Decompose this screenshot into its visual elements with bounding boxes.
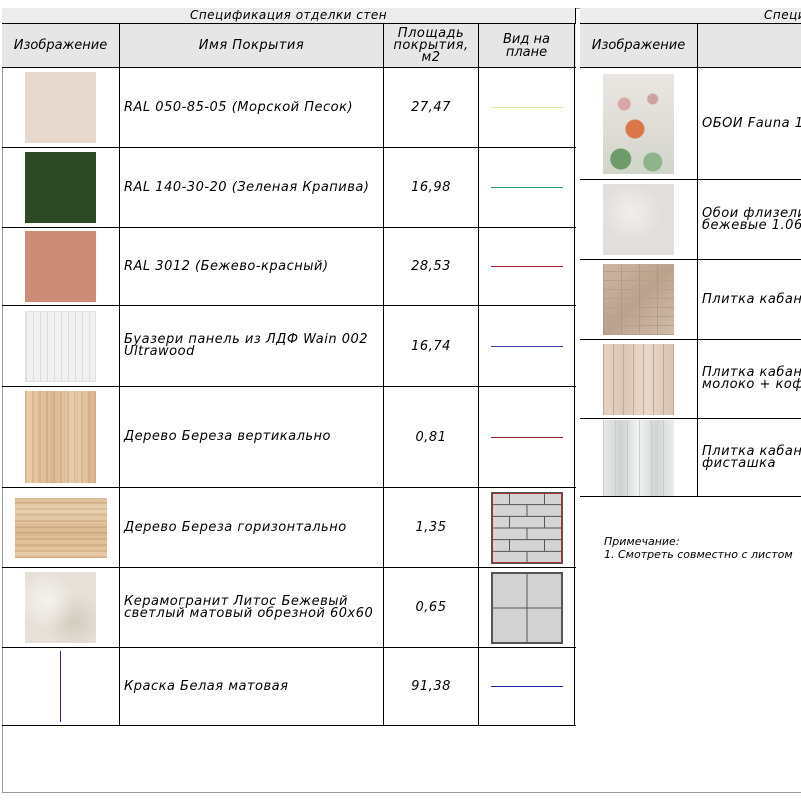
area-cell: 0,65 — [384, 568, 479, 647]
plan-view-cell — [479, 648, 575, 725]
area-cell: 16,74 — [384, 306, 479, 386]
image-cell — [2, 648, 120, 725]
table-row: Плитка кабан молоко + коф — [580, 340, 801, 419]
header-area: Площадь покрытия, м2 — [384, 24, 479, 67]
swatch-white-paint — [60, 651, 61, 722]
table-row: Плитка кабан — [580, 260, 801, 340]
table-header-row: Изображение Имя Покрытия Площадь покрыти… — [2, 24, 576, 68]
image-cell — [580, 68, 698, 179]
wall-finish-spec-table-2: Специ Изображение Им ОБОИ Fauna 1 Обои ф… — [580, 8, 801, 497]
table-row: Буазери панель из ЛДФ Wain 002 Ultrawood… — [2, 306, 576, 387]
header-image: Изображение — [580, 24, 698, 67]
plan-view-cell — [479, 387, 575, 487]
area-cell: 16,98 — [384, 148, 479, 227]
plan-view-cell — [479, 306, 575, 386]
name-line: ОБОИ Fauna 1 — [702, 115, 801, 131]
plan-line-sample — [490, 345, 563, 347]
table-row: RAL 140-30-20 (Зеленая Крапива) 16,98 — [2, 148, 576, 228]
table-title: Спецификация отделки стен — [2, 8, 576, 24]
image-cell — [580, 340, 698, 418]
table-title: Специ — [580, 8, 801, 24]
plan-line-sample — [490, 266, 563, 267]
table-row: Дерево Береза вертикально 0,81 — [2, 387, 576, 488]
name-line: Обои флизели — [702, 205, 801, 221]
image-cell — [2, 68, 120, 147]
table-row: Плитка кабан фисташка — [580, 419, 801, 497]
image-cell — [2, 387, 120, 487]
name-line: бежевые 1.06 — [702, 217, 801, 233]
name-line: Плитка кабан — [702, 443, 801, 459]
name-line: Плитка кабан — [702, 291, 801, 307]
brick-hatch-icon — [490, 491, 563, 564]
image-cell — [580, 180, 698, 259]
tile-kaban-image — [603, 264, 674, 335]
table-row: ОБОИ Fauna 1 — [580, 68, 801, 180]
image-cell — [580, 419, 698, 496]
plan-line-sample — [490, 686, 563, 687]
plan-line-sample — [490, 107, 563, 108]
area-cell: 0,81 — [384, 387, 479, 487]
table-row: RAL 3012 (Бежево-красный) 28,53 — [2, 228, 576, 306]
name-cell: Буазери панель из ЛДФ Wain 002 Ultrawood — [120, 306, 384, 386]
tile-kaban-milk-coffee-image — [603, 343, 674, 415]
plan-view-cell — [479, 568, 575, 647]
table-row: Дерево Береза горизонтально 1,35 — [2, 488, 576, 568]
swatch-sea-sand — [25, 72, 96, 143]
name-cell: Плитка кабан молоко + коф — [698, 340, 801, 418]
header-name: Им — [698, 24, 801, 67]
table-header-row: Изображение Им — [580, 24, 801, 68]
name-cell: Плитка кабан фисташка — [698, 419, 801, 496]
table-row: RAL 050-85-05 (Морской Песок) 27,47 — [2, 68, 576, 148]
swatch-beige-red — [25, 231, 96, 302]
area-cell: 91,38 — [384, 648, 479, 725]
note-line: 1. Смотреть совместно с листом — [604, 548, 793, 561]
name-line: молоко + коф — [702, 377, 801, 392]
name-line: Плитка кабан — [702, 365, 801, 380]
swatch-birch-horizontal — [14, 497, 107, 558]
wallpaper-beige-image — [603, 184, 674, 255]
header-name: Имя Покрытия — [120, 24, 384, 67]
tile-hatch-icon — [490, 571, 563, 644]
note-block: Примечание: 1. Смотреть совместно с лист… — [604, 535, 793, 561]
table-row: Обои флизели бежевые 1.06 — [580, 180, 801, 260]
plan-view-cell — [479, 148, 575, 227]
tile-kaban-pistachio-image — [603, 419, 674, 496]
wall-finish-spec-table: Спецификация отделки стен Изображение Им… — [2, 8, 576, 726]
image-cell — [580, 260, 698, 339]
plan-line-sample — [490, 436, 563, 438]
name-cell: Краска Белая матовая — [120, 648, 384, 725]
name-cell: RAL 3012 (Бежево-красный) — [120, 228, 384, 305]
name-cell: Обои флизели бежевые 1.06 — [698, 180, 801, 259]
name-cell: Дерево Береза вертикально — [120, 387, 384, 487]
plan-view-cell — [479, 488, 575, 567]
plan-view-cell — [479, 228, 575, 305]
area-cell: 1,35 — [384, 488, 479, 567]
table-row: Краска Белая матовая 91,38 — [2, 648, 576, 726]
image-cell — [2, 306, 120, 386]
plan-line-sample — [490, 187, 563, 188]
image-cell — [2, 568, 120, 647]
header-plan-view: Вид на плане — [479, 24, 575, 67]
note-title: Примечание: — [604, 535, 680, 548]
name-cell: RAL 050-85-05 (Морской Песок) — [120, 68, 384, 147]
swatch-birch-vertical — [25, 391, 96, 483]
swatch-porcelain-litos — [25, 572, 96, 643]
wallpaper-fauna-image — [603, 73, 674, 174]
name-cell: Дерево Береза горизонтально — [120, 488, 384, 567]
name-cell: Керамогранит Литос Бежевый светлый матов… — [120, 568, 384, 647]
swatch-green-nettle — [25, 152, 96, 223]
table-row: Керамогранит Литос Бежевый светлый матов… — [2, 568, 576, 648]
swatch-boiserie-panel — [25, 310, 96, 382]
name-cell: Плитка кабан — [698, 260, 801, 339]
name-cell: ОБОИ Fauna 1 — [698, 68, 801, 179]
area-cell: 28,53 — [384, 228, 479, 305]
plan-view-cell — [479, 68, 575, 147]
image-cell — [2, 148, 120, 227]
name-line: фисташка — [702, 455, 776, 471]
header-image: Изображение — [2, 24, 120, 67]
image-cell — [2, 228, 120, 305]
name-cell: RAL 140-30-20 (Зеленая Крапива) — [120, 148, 384, 227]
area-cell: 27,47 — [384, 68, 479, 147]
image-cell — [2, 488, 120, 567]
